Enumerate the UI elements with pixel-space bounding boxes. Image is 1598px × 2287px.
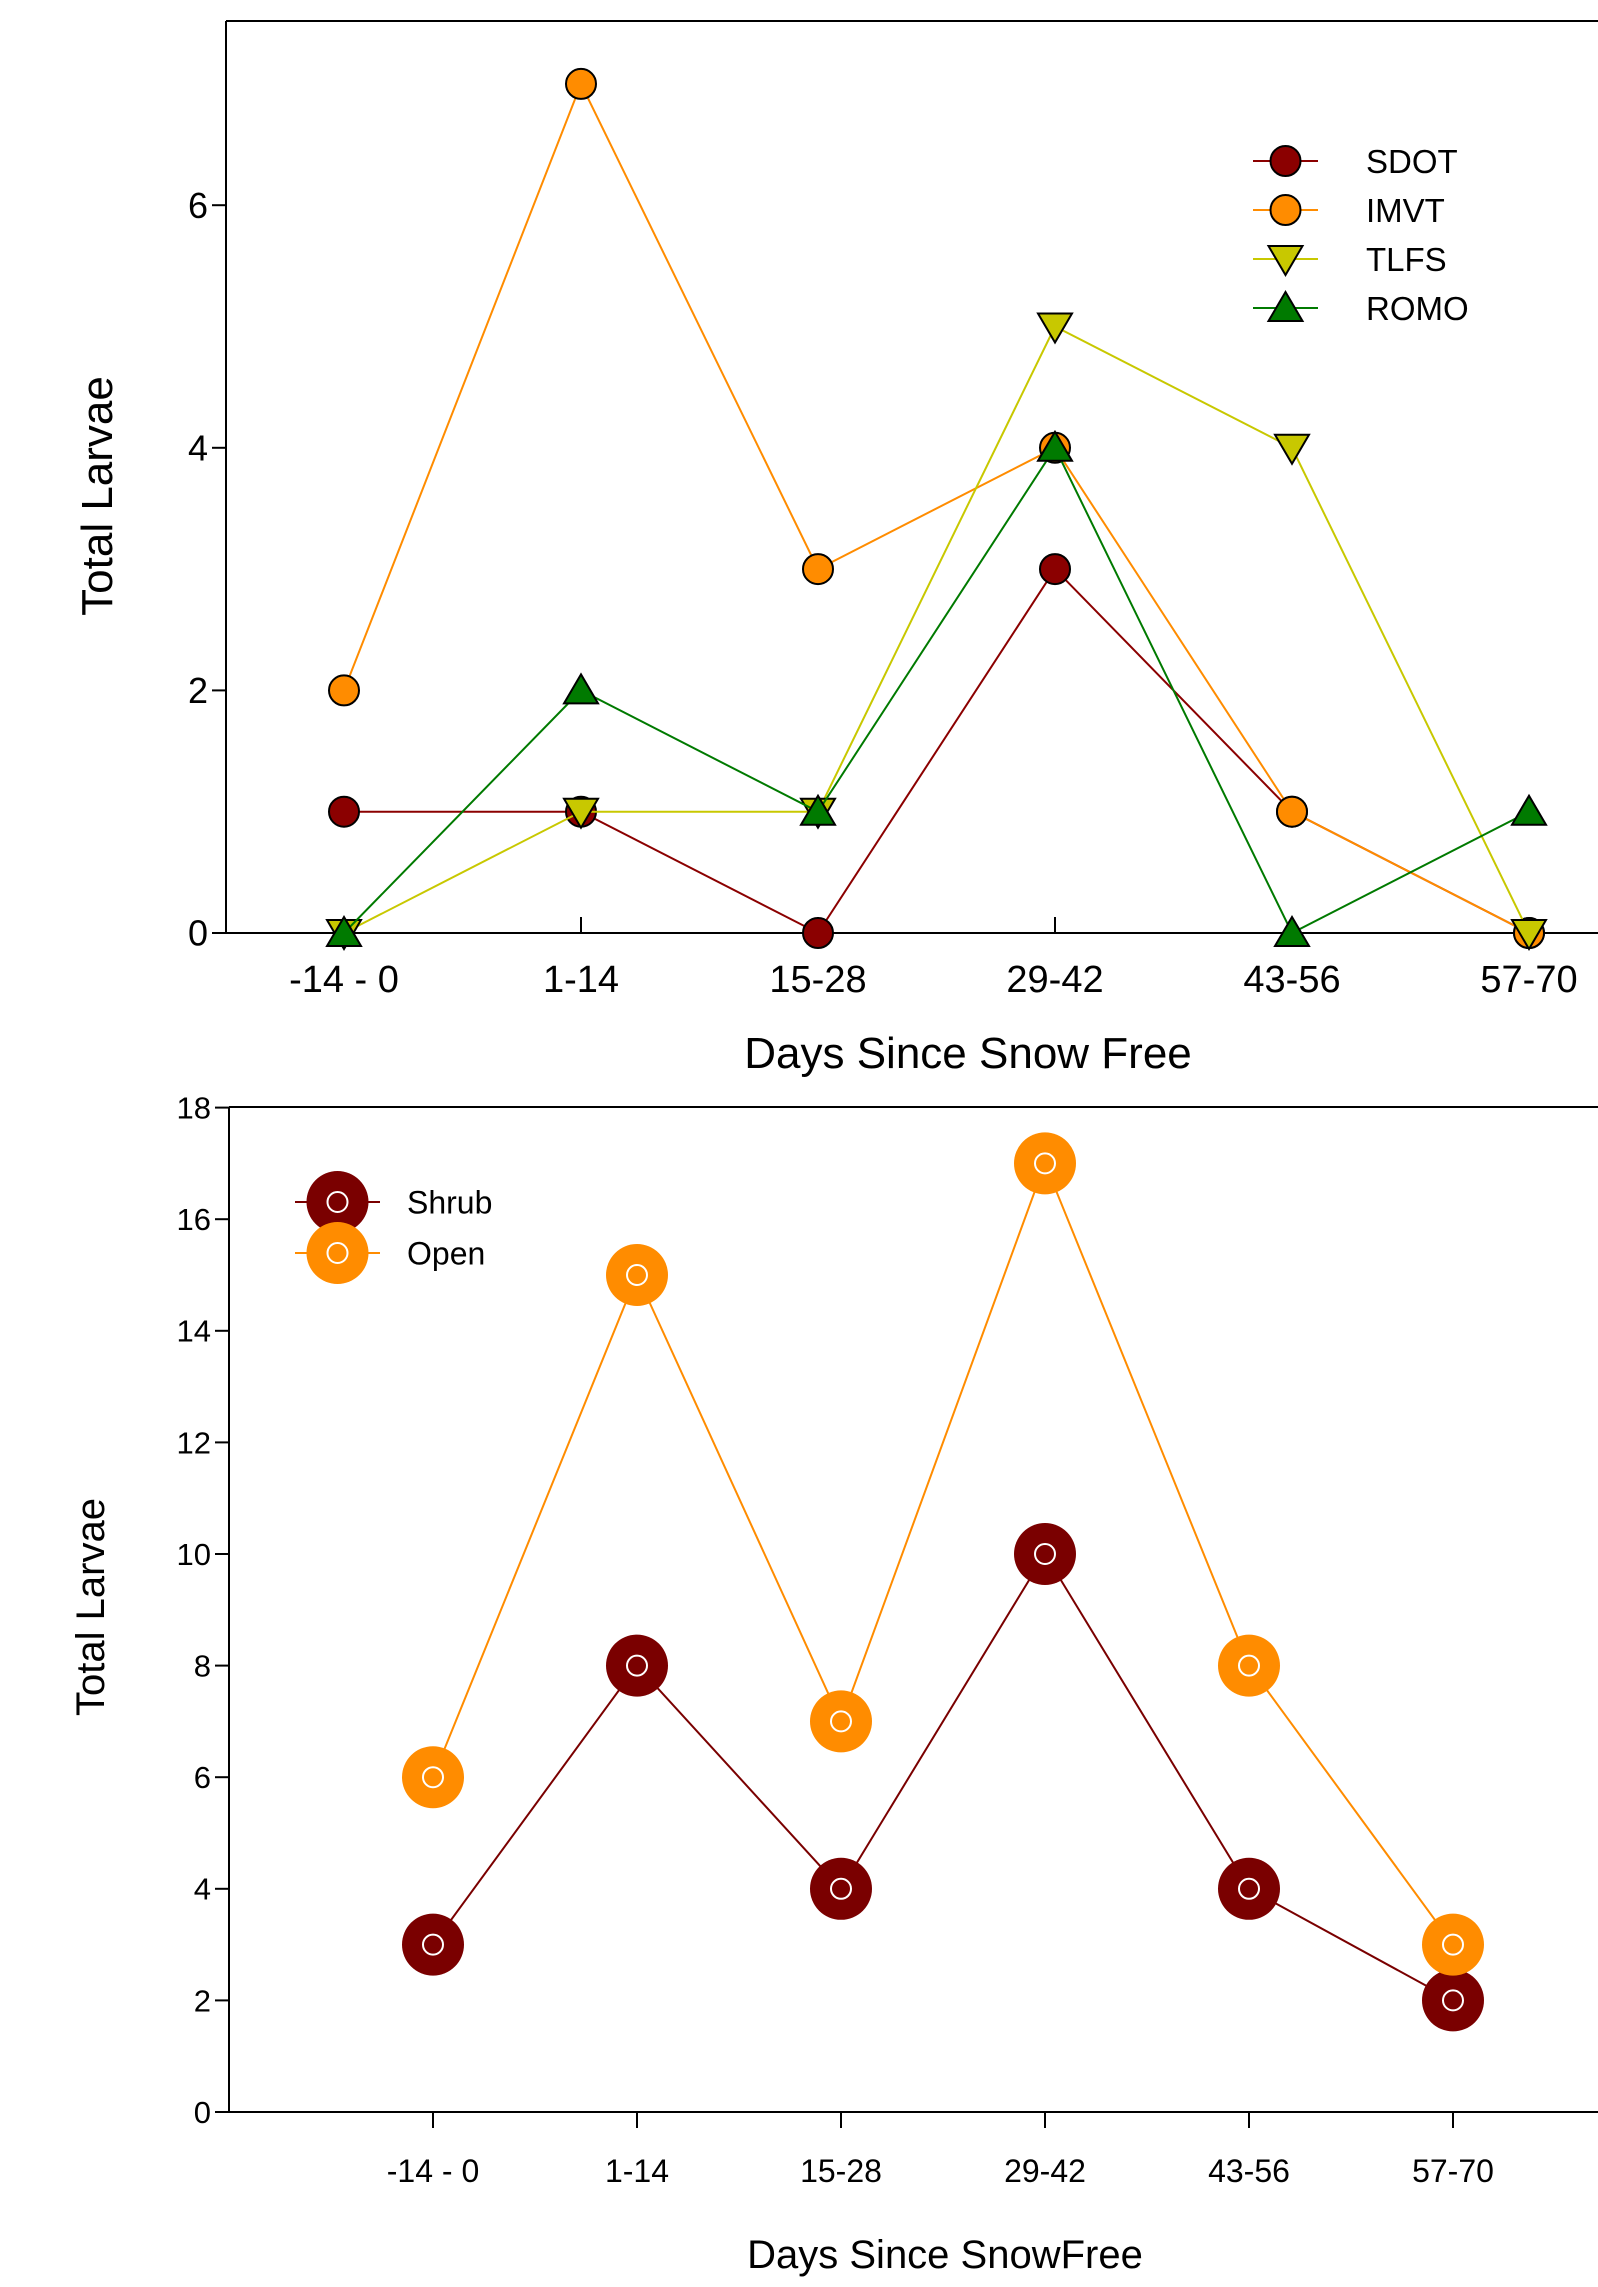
legend-item-imvt: IMVT <box>1253 192 1445 229</box>
series-open <box>402 1132 1484 1976</box>
legend-marker-sdot <box>1269 145 1302 177</box>
data-point-sdot <box>1039 553 1071 586</box>
y-tick-label: 4 <box>188 427 208 468</box>
y-tick-label: 2 <box>194 1983 211 2018</box>
legend-label-sdot: SDOT <box>1366 143 1458 180</box>
data-point-romo <box>325 915 363 947</box>
x-tick-label: 57-70 <box>1412 2153 1494 2189</box>
series-shrub <box>402 1523 1484 2032</box>
data-point-romo <box>799 793 837 826</box>
data-point-imvt <box>1276 795 1308 828</box>
data-point-tlfs <box>1273 433 1311 466</box>
x-tick-label: -14 - 0 <box>289 959 399 1001</box>
legend-label-imvt: IMVT <box>1366 192 1445 229</box>
y-tick-label: 2 <box>188 670 208 711</box>
x-tick-label: 29-42 <box>1004 2153 1086 2189</box>
data-point-romo <box>1510 793 1548 826</box>
y-axis-title: Total Larvae <box>73 376 122 616</box>
data-point-shrub <box>402 1913 464 1976</box>
x-tick-label: 57-70 <box>1480 959 1577 1001</box>
series-romo <box>325 429 1548 947</box>
data-point-sdot <box>328 795 360 828</box>
x-tick-label: 15-28 <box>800 2153 882 2189</box>
x-tick-label: 43-56 <box>1208 2153 1290 2189</box>
legend-label-shrub: Shrub <box>407 1185 492 1221</box>
data-point-open <box>402 1746 464 1809</box>
x-tick-label: 43-56 <box>1243 959 1340 1001</box>
data-point-imvt <box>802 553 834 586</box>
data-point-romo <box>1273 915 1311 947</box>
data-point-imvt <box>328 674 360 707</box>
legend-marker-tlfs <box>1266 245 1305 277</box>
data-point-tlfs <box>1510 919 1548 951</box>
legend-item-romo: ROMO <box>1253 290 1469 327</box>
y-tick-label: 16 <box>177 1202 211 1237</box>
legend-item-open: Open <box>295 1222 485 1284</box>
x-tick-label: 29-42 <box>1006 959 1103 1001</box>
x-axis-title: Days Since Snow Free <box>744 1029 1192 1078</box>
data-point-tlfs <box>562 797 600 830</box>
y-tick-label: 12 <box>177 1425 211 1460</box>
data-point-imvt <box>565 67 597 100</box>
legend-item-tlfs: TLFS <box>1253 241 1447 278</box>
y-tick-label: 10 <box>177 1537 211 1572</box>
legend: Shrub Open <box>295 1171 492 1284</box>
series-line-imvt <box>343 81 1530 934</box>
legend: SDOT IMVT TLFS ROMO <box>1253 143 1469 327</box>
x-tick-label: -14 - 0 <box>387 2153 479 2189</box>
series-line-shrub <box>432 1552 1454 2002</box>
y-tick-label: 8 <box>194 1648 211 1683</box>
data-point-open <box>1422 1913 1484 1976</box>
legend-marker-shrub <box>306 1171 369 1233</box>
data-point-open <box>1218 1634 1280 1697</box>
series-sdot <box>328 553 1545 949</box>
data-point-open <box>606 1244 668 1306</box>
y-tick-label: 18 <box>177 1090 211 1125</box>
x-tick-label: 15-28 <box>769 959 866 1001</box>
y-axis-title: Total Larvae <box>69 1498 113 1716</box>
legend-marker-imvt <box>1269 194 1302 226</box>
series-imvt <box>328 67 1545 949</box>
legend-label-tlfs: TLFS <box>1366 241 1447 278</box>
data-point-open <box>1014 1132 1076 1195</box>
series-line-romo <box>343 445 1530 935</box>
data-point-tlfs <box>1036 312 1074 345</box>
x-tick-label: 1-14 <box>543 959 619 1001</box>
y-tick-label: 4 <box>194 1872 211 1907</box>
data-point-shrub <box>810 1857 872 1920</box>
data-point-shrub <box>606 1634 668 1697</box>
y-tick-label: 6 <box>194 1760 211 1795</box>
y-tick-label: 0 <box>188 913 208 954</box>
data-point-open <box>810 1690 872 1753</box>
data-point-romo <box>562 672 600 705</box>
chart-species-larvae: 0 2 4 6 -14 - 0 1-14 15-28 29-42 43-56 57-70 Days … <box>73 20 1598 1078</box>
y-tick-label: 6 <box>188 185 208 226</box>
data-point-shrub <box>1422 1969 1484 2032</box>
y-tick-label: 14 <box>177 1314 211 1349</box>
x-axis-title: Days Since SnowFree <box>747 2233 1143 2277</box>
legend-item-sdot: SDOT <box>1253 143 1458 180</box>
chart-habitat-larvae: 0 2 4 6 8 10 12 14 16 18 -14 - 0 1-14 15-28 29-42 43-5… <box>69 1090 1598 2277</box>
data-point-romo <box>1036 429 1074 462</box>
data-point-sdot <box>802 917 834 949</box>
data-point-shrub <box>1014 1523 1076 1585</box>
series-line-tlfs <box>343 325 1530 934</box>
y-tick-label: 0 <box>194 2095 211 2130</box>
legend-marker-romo <box>1266 290 1305 322</box>
legend-label-romo: ROMO <box>1366 290 1469 327</box>
legend-label-open: Open <box>407 1236 485 1272</box>
data-point-shrub <box>1218 1857 1280 1920</box>
legend-marker-open <box>306 1222 369 1284</box>
x-tick-label: 1-14 <box>605 2153 669 2189</box>
legend-item-shrub: Shrub <box>295 1171 492 1233</box>
series-line-open <box>432 1160 1454 1946</box>
